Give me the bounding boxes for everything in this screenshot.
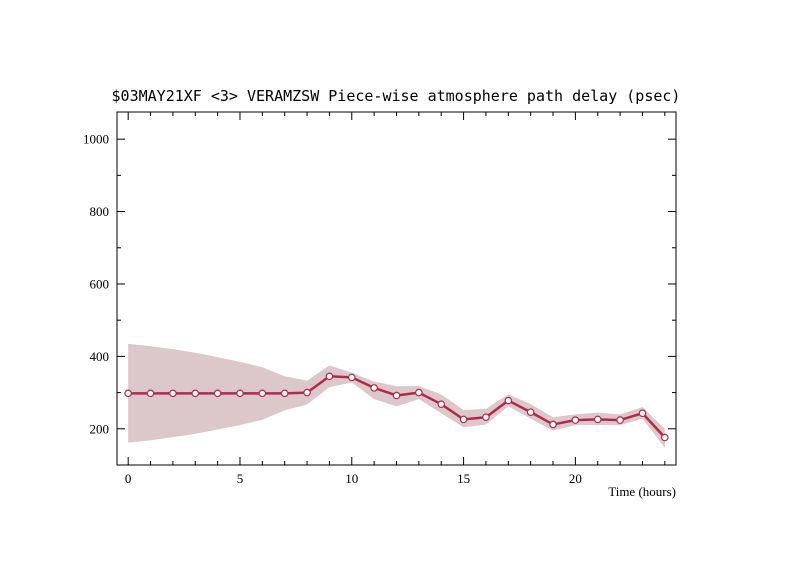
- data-point: [146, 389, 155, 398]
- x-tick-label: 15: [457, 471, 470, 486]
- y-tick-label: 200: [90, 421, 110, 436]
- data-point-layer: [124, 372, 669, 442]
- y-tick-label: 400: [90, 349, 110, 364]
- data-point: [392, 391, 401, 400]
- axis-tick-label-layer: 0 5 10 15 20 200 400 600 800 1000: [83, 132, 582, 486]
- x-tick-label: 20: [569, 471, 582, 486]
- data-point: [280, 389, 289, 398]
- data-point: [549, 420, 557, 429]
- x-tick-label: 10: [345, 471, 358, 486]
- chart-title: $03MAY21XF <3> VERAMZSW Piece-wise atmos…: [112, 87, 681, 105]
- data-point: [236, 389, 244, 398]
- data-point: [459, 415, 468, 424]
- data-point: [638, 409, 647, 418]
- data-point: [504, 396, 513, 405]
- x-axis-label: Time (hours): [608, 484, 676, 499]
- data-point: [661, 433, 669, 442]
- data-point: [616, 416, 624, 424]
- data-point: [437, 400, 446, 408]
- data-point: [169, 389, 177, 398]
- data-point: [370, 384, 378, 392]
- data-point: [593, 415, 602, 424]
- data-point: [571, 416, 580, 424]
- y-tick-label: 600: [90, 276, 110, 291]
- data-point: [415, 388, 423, 397]
- data-point: [258, 389, 267, 398]
- data-point: [482, 413, 490, 422]
- data-point: [191, 389, 200, 398]
- y-tick-label: 800: [90, 204, 110, 219]
- data-point: [303, 388, 311, 397]
- y-tick-label: 1000: [83, 132, 109, 147]
- axis-tick-layer: [117, 112, 676, 465]
- data-point: [213, 389, 222, 398]
- x-tick-label: 5: [237, 471, 244, 486]
- x-tick-label: 0: [125, 471, 132, 486]
- data-point: [124, 389, 132, 398]
- data-point: [526, 408, 535, 416]
- data-point: [347, 373, 356, 382]
- data-point: [325, 372, 334, 381]
